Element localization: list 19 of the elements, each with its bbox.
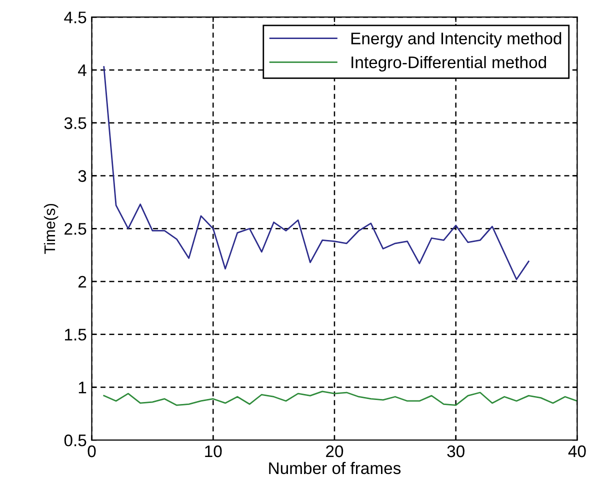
x-tick-label: 40 bbox=[568, 445, 586, 458]
y-tick-label: 4 bbox=[78, 64, 86, 76]
y-tick-label: 2 bbox=[78, 276, 86, 288]
legend-label: Energy and Intencity method bbox=[351, 32, 562, 48]
y-tick-label: 2.5 bbox=[64, 223, 86, 235]
y-tick-label: 1.5 bbox=[65, 328, 86, 341]
x-tick-label: 30 bbox=[447, 445, 464, 458]
x-tick-label: 20 bbox=[326, 445, 344, 458]
x-axis-title: Number of frames bbox=[269, 462, 401, 474]
y-tick-label: 0.5 bbox=[64, 434, 86, 446]
y-tick-label: 3.5 bbox=[64, 117, 86, 130]
line-series bbox=[103, 390, 578, 406]
x-tick-label: 10 bbox=[205, 445, 222, 458]
x-tick-label: 0 bbox=[88, 445, 96, 458]
y-axis-title: Time(s) bbox=[44, 204, 58, 254]
legend-label: Integro-Differential method bbox=[352, 56, 546, 72]
y-tick-label: 3 bbox=[78, 170, 86, 182]
y-tick-label: 4.5 bbox=[64, 12, 86, 24]
y-tick-label: 1 bbox=[78, 382, 86, 394]
